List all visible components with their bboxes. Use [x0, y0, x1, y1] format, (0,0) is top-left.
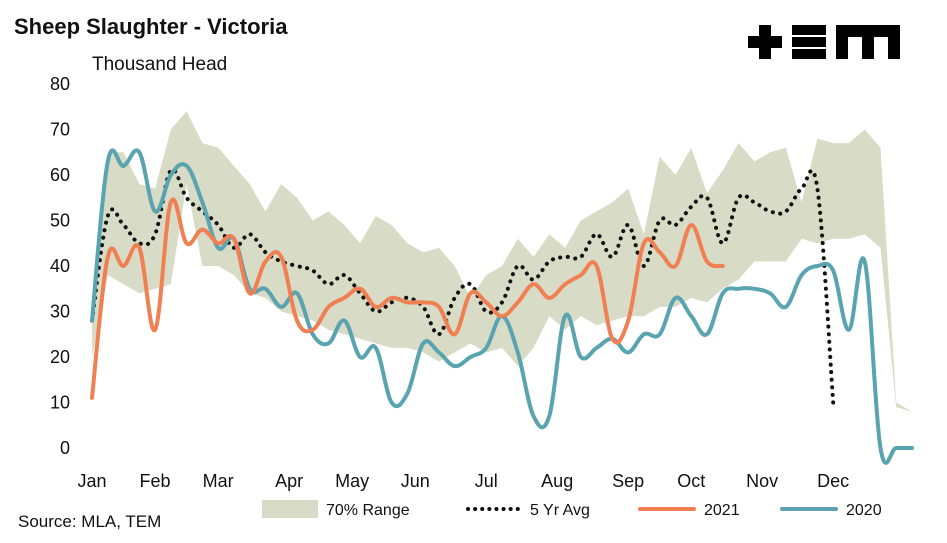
series-line-2021	[90, 197, 725, 400]
tem-logo-mark	[748, 25, 900, 59]
y-tick-label: 50	[50, 211, 70, 231]
y-tick-label: 10	[50, 393, 70, 413]
series-line-5yr-avg	[90, 167, 836, 405]
range-band-layer	[92, 111, 912, 412]
range-band-70pct	[92, 111, 912, 412]
x-tick-label: May	[335, 471, 369, 491]
y-tick-label: 60	[50, 165, 70, 185]
x-tick-label: Jun	[401, 471, 430, 491]
legend-swatch-range	[262, 500, 318, 518]
x-tick-label: Nov	[746, 471, 778, 491]
chart-title: Sheep Slaughter - Victoria	[14, 14, 288, 39]
tem-logo	[748, 25, 900, 59]
series-lines-layer	[90, 148, 914, 465]
y-axis-unit-label: Thousand Head	[92, 54, 228, 75]
x-tick-label: Oct	[677, 471, 705, 491]
legend-label-range: 70% Range	[326, 502, 410, 519]
x-tick-label: Apr	[275, 471, 303, 491]
x-tick-label: Jul	[475, 471, 498, 491]
y-tick-label: 20	[50, 347, 70, 367]
x-tick-label: Mar	[203, 471, 234, 491]
y-tick-label: 0	[60, 438, 70, 458]
y-tick-label: 30	[50, 302, 70, 322]
y-tick-label: 80	[50, 74, 70, 94]
legend-label-2021: 2021	[704, 502, 740, 519]
x-tick-label: Sep	[612, 471, 644, 491]
x-tick-label: Aug	[541, 471, 573, 491]
x-tick-label: Dec	[817, 471, 849, 491]
x-tick-label: Jan	[77, 471, 106, 491]
y-tick-labels: 0 10 20 30 40 50 60 70 80	[50, 74, 70, 458]
x-tick-labels: Jan Feb Mar Apr May Jun Jul Aug Sep Oct Nov Dec	[77, 471, 849, 491]
y-tick-label: 40	[50, 256, 70, 276]
legend: 70% Range 5 Yr Avg 2021 2020	[262, 500, 882, 519]
legend-label-2020: 2020	[846, 502, 882, 519]
y-tick-label: 70	[50, 120, 70, 140]
x-tick-label: Feb	[140, 471, 171, 491]
source-note: Source: MLA, TEM	[18, 512, 162, 531]
series-line-2020	[90, 148, 914, 465]
legend-label-avg: 5 Yr Avg	[530, 502, 590, 519]
